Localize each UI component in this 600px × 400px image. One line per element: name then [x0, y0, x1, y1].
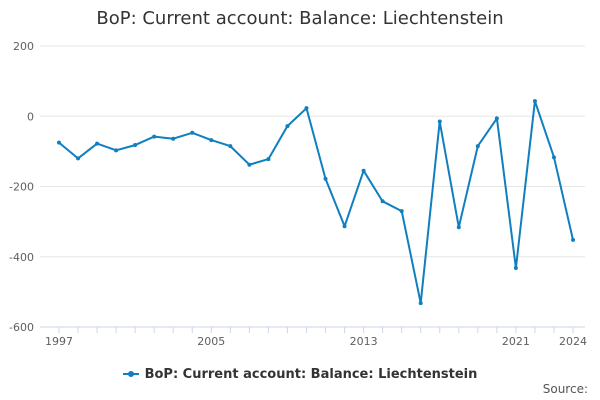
- data-point: [152, 134, 157, 139]
- data-point: [380, 199, 385, 204]
- legend-label: BoP: Current account: Balance: Liechtens…: [144, 366, 478, 382]
- data-point: [551, 155, 556, 160]
- x-tick-label: 1997: [45, 335, 73, 348]
- series-line: [58, 100, 574, 305]
- chart-title: BoP: Current account: Balance: Liechtens…: [96, 8, 504, 29]
- data-point: [266, 157, 271, 162]
- x-axis-tick-labels: 1997 2005 2013 2021 2024: [45, 335, 587, 348]
- data-point: [209, 138, 214, 143]
- y-tick-label: -200: [9, 181, 34, 194]
- legend-item[interactable]: BoP: Current account: Balance: Liechtens…: [122, 366, 478, 382]
- data-point: [418, 301, 423, 306]
- series-group: [57, 99, 575, 306]
- x-tick-label: 2013: [350, 335, 378, 348]
- data-point: [361, 168, 366, 173]
- data-point: [399, 209, 404, 214]
- data-point: [342, 224, 347, 229]
- data-point: [437, 119, 442, 124]
- data-point: [57, 140, 61, 145]
- grid-lines: [40, 45, 585, 328]
- source-text: Source:: [542, 382, 588, 396]
- legend[interactable]: BoP: Current account: Balance: Liechtens…: [0, 364, 600, 382]
- y-tick-label: 200: [13, 40, 34, 53]
- x-tick-label: 2021: [502, 335, 530, 348]
- data-point: [571, 237, 575, 242]
- data-point: [475, 144, 480, 149]
- data-point: [285, 124, 290, 129]
- data-point: [323, 176, 328, 181]
- data-point: [494, 116, 499, 121]
- data-point: [228, 144, 233, 149]
- x-tick-label: 2005: [197, 335, 225, 348]
- data-point: [95, 141, 100, 146]
- data-point: [133, 143, 138, 148]
- x-tick-label: 2024: [559, 335, 587, 348]
- data-point: [114, 148, 119, 153]
- y-axis-tick-labels: 200 0 -200 -400 -600: [9, 40, 34, 334]
- y-tick-label: -400: [9, 251, 34, 264]
- y-tick-label: 0: [27, 110, 34, 123]
- data-point: [513, 265, 518, 270]
- data-point: [532, 99, 537, 104]
- data-point: [456, 225, 461, 230]
- data-point: [247, 162, 252, 167]
- data-point: [190, 130, 195, 135]
- legend-swatch-icon: [122, 371, 139, 377]
- data-point: [76, 156, 81, 161]
- x-axis: [40, 326, 585, 333]
- y-tick-label: -600: [9, 321, 34, 334]
- data-point: [304, 106, 309, 111]
- data-point: [171, 136, 176, 141]
